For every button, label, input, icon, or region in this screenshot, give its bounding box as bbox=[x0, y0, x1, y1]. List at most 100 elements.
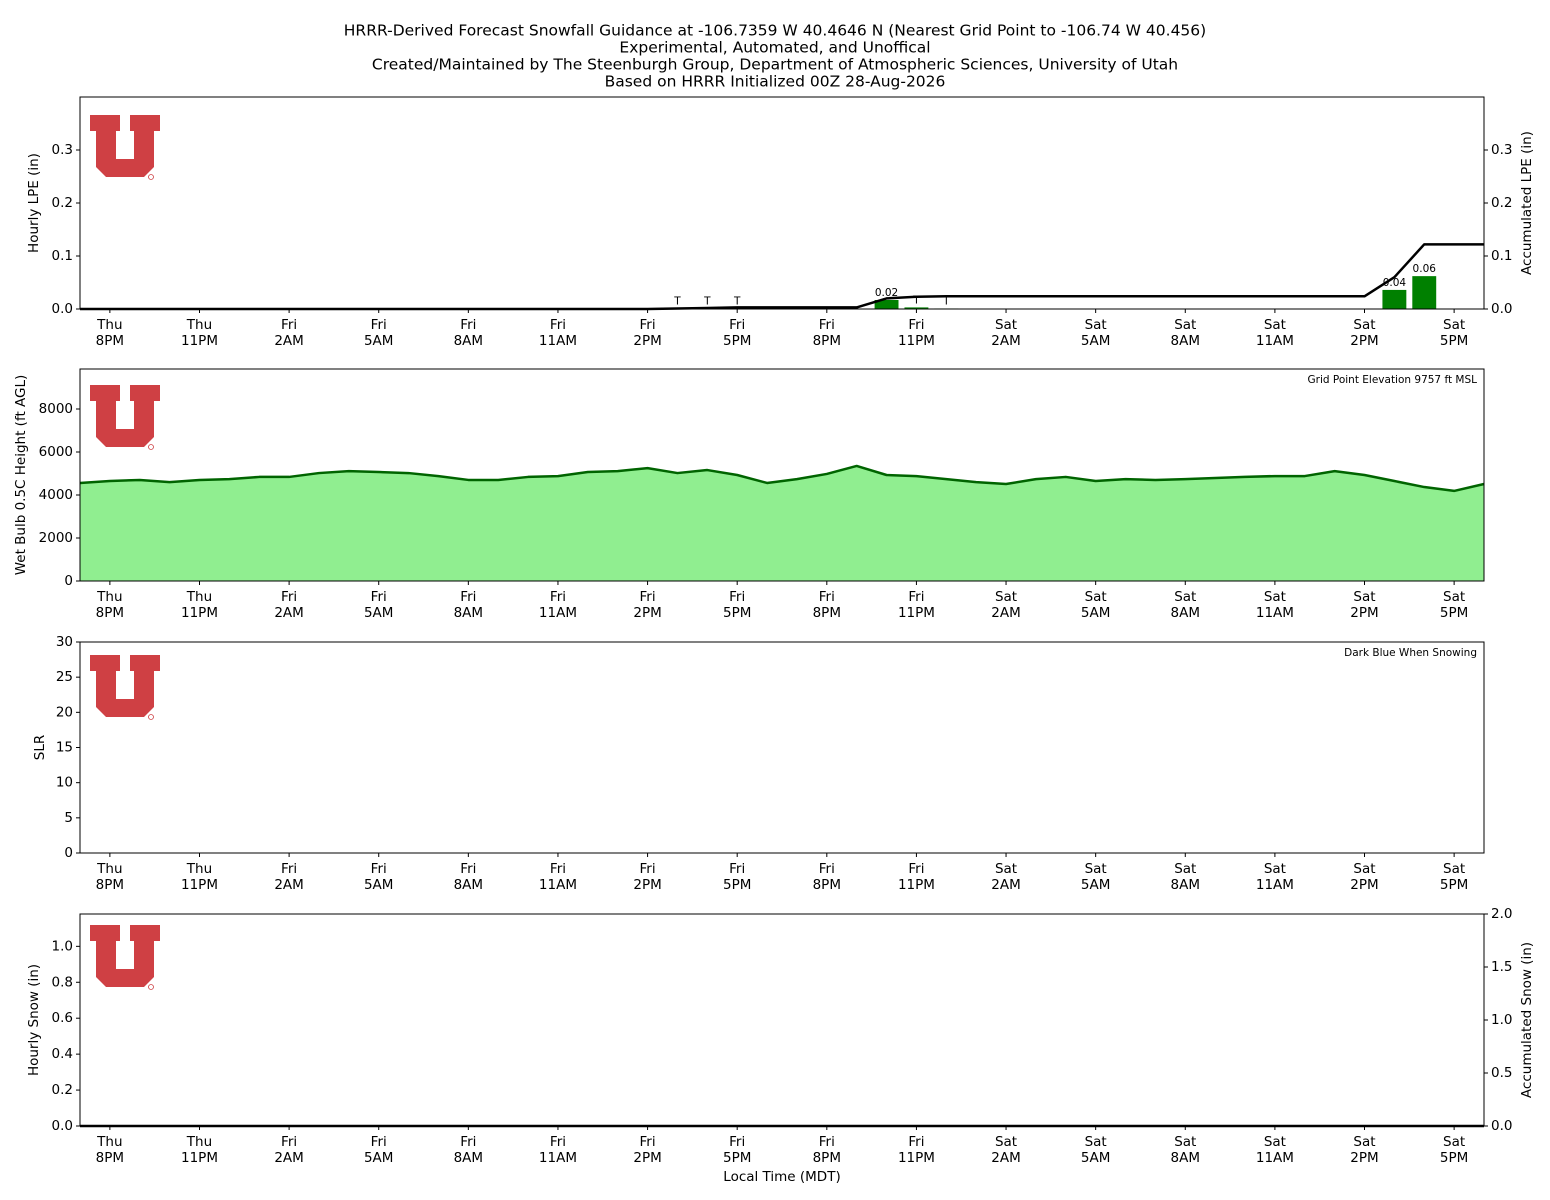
x-tick-label: Sat 2PM bbox=[1350, 589, 1379, 621]
x-tick-label: Fri 5PM bbox=[722, 861, 752, 893]
chart-title: Created/Maintained by The Steenburgh Gro… bbox=[372, 56, 1178, 74]
x-tick-label: Sat 2AM bbox=[991, 861, 1021, 893]
x-axis-label: Local Time (MDT) bbox=[723, 1169, 840, 1185]
x-tick-label: Fri 2PM bbox=[633, 861, 662, 893]
y-tick-label: 1.0 bbox=[52, 938, 73, 954]
x-tick-label: Sat 11AM bbox=[1255, 1134, 1294, 1166]
line bbox=[80, 243, 1484, 311]
y-tick-label: 6000 bbox=[39, 444, 73, 460]
annotation: Grid Point Elevation 9757 ft MSL bbox=[1308, 374, 1478, 386]
logo bbox=[90, 385, 160, 450]
x-tick-label: Sat 11AM bbox=[1255, 861, 1294, 893]
x-tick-label: Fri 8AM bbox=[453, 861, 484, 893]
x-tick-label: Fri 2AM bbox=[274, 1134, 304, 1166]
x-tick-label: Sat 5AM bbox=[1080, 589, 1111, 621]
x-tick-label: Sat 8AM bbox=[1170, 317, 1200, 349]
x-tick-label: Fri 2PM bbox=[633, 589, 662, 621]
x-tick-label: Sat 2PM bbox=[1350, 861, 1379, 893]
x-tick-label: Sat 2AM bbox=[991, 589, 1021, 621]
x-tick-label: Sat 5PM bbox=[1439, 317, 1469, 349]
x-tick-label: Fri 11AM bbox=[538, 1134, 577, 1166]
x-tick-label: Thu 11PM bbox=[181, 589, 218, 621]
x-tick-label: Thu 8PM bbox=[95, 861, 125, 893]
x-tick-label: Fri 2AM bbox=[274, 861, 304, 893]
data-label: T bbox=[673, 295, 681, 307]
x-tick-label: Sat 5AM bbox=[1080, 861, 1111, 893]
y-axis-label: Wet Bulb 0.5C Height (ft AGL) bbox=[13, 375, 29, 576]
plot-frame bbox=[79, 641, 1485, 854]
bar bbox=[1382, 289, 1407, 309]
x-tick-label: Fri 2PM bbox=[633, 1134, 662, 1166]
x-tick-label: Fri 2AM bbox=[274, 317, 304, 349]
y2-tick-label: 0.2 bbox=[1491, 195, 1512, 211]
logo bbox=[90, 655, 160, 720]
y-tick-label: 0.4 bbox=[52, 1046, 73, 1062]
data-label: 0.06 bbox=[1413, 263, 1437, 275]
y-tick-label: 0.6 bbox=[52, 1010, 73, 1026]
y-tick-label: 0 bbox=[64, 573, 73, 589]
x-tick-label: Thu 11PM bbox=[181, 861, 218, 893]
data-label: T bbox=[942, 295, 950, 307]
y-axis-label: Hourly Snow (in) bbox=[26, 964, 42, 1076]
bar bbox=[1412, 276, 1437, 309]
y-tick-label: 30 bbox=[56, 634, 73, 650]
chart-title: Based on HRRR Initialized 00Z 28-Aug-202… bbox=[605, 73, 946, 91]
x-tick-label: Fri 11PM bbox=[897, 589, 935, 621]
y2-axis-label: Accumulated LPE (in) bbox=[1519, 131, 1535, 275]
logo bbox=[90, 925, 160, 990]
y2-tick-label: 0.5 bbox=[1491, 1065, 1512, 1081]
x-tick-label: Fri 11AM bbox=[538, 317, 577, 349]
x-tick-label: Fri 11PM bbox=[897, 861, 935, 893]
plot-frame bbox=[79, 913, 1485, 1127]
y-tick-label: 25 bbox=[56, 669, 73, 685]
y2-tick-label: 1.0 bbox=[1491, 1012, 1512, 1028]
x-tick-label: Fri 5AM bbox=[363, 861, 394, 893]
x-tick-label: Thu 11PM bbox=[181, 1134, 218, 1166]
y2-tick-label: 2.0 bbox=[1491, 906, 1512, 922]
y-tick-label: 0.3 bbox=[52, 142, 73, 158]
x-tick-label: Thu 11PM bbox=[181, 317, 218, 349]
y-axis-label: Hourly LPE (in) bbox=[26, 153, 42, 253]
x-tick-label: Fri 8PM bbox=[812, 589, 841, 621]
x-tick-label: Sat 2PM bbox=[1350, 1134, 1379, 1166]
bar bbox=[874, 299, 899, 309]
x-tick-label: Thu 8PM bbox=[95, 589, 125, 621]
y-tick-label: 0.2 bbox=[52, 195, 73, 211]
x-tick-label: Thu 8PM bbox=[95, 317, 125, 349]
chart-title: Experimental, Automated, and Unoffical bbox=[619, 39, 930, 57]
chart-title: HRRR-Derived Forecast Snowfall Guidance … bbox=[344, 22, 1206, 40]
x-tick-label: Sat 2PM bbox=[1350, 317, 1379, 349]
y-tick-label: 4000 bbox=[39, 487, 73, 503]
y2-axis-label: Accumulated Snow (in) bbox=[1519, 942, 1535, 1098]
x-tick-label: Fri 5AM bbox=[363, 589, 394, 621]
x-tick-label: Fri 5PM bbox=[722, 317, 752, 349]
y-tick-label: 0.8 bbox=[52, 974, 73, 990]
data-label: T bbox=[912, 294, 920, 306]
x-tick-label: Sat 8AM bbox=[1170, 861, 1200, 893]
bar bbox=[904, 307, 929, 309]
x-tick-label: Fri 8AM bbox=[453, 317, 484, 349]
y-axis-label: SLR bbox=[32, 735, 48, 760]
annotation: Dark Blue When Snowing bbox=[1344, 647, 1477, 659]
plot-frame bbox=[79, 96, 1485, 310]
y2-tick-label: 0.0 bbox=[1491, 301, 1512, 317]
x-tick-label: Fri 11PM bbox=[897, 1134, 935, 1166]
logo bbox=[90, 115, 160, 180]
x-tick-label: Fri 8AM bbox=[453, 1134, 484, 1166]
x-tick-label: Fri 11PM bbox=[897, 317, 935, 349]
x-tick-label: Sat 5PM bbox=[1439, 589, 1469, 621]
y-tick-label: 20 bbox=[56, 704, 73, 720]
x-tick-label: Fri 2AM bbox=[274, 589, 304, 621]
y-tick-label: 0 bbox=[64, 845, 73, 861]
y-tick-label: 10 bbox=[56, 775, 73, 791]
x-tick-label: Fri 8PM bbox=[812, 317, 841, 349]
x-tick-label: Sat 11AM bbox=[1255, 589, 1294, 621]
y-tick-label: 0.0 bbox=[52, 1118, 73, 1134]
x-tick-label: Thu 8PM bbox=[95, 1134, 125, 1166]
area bbox=[80, 465, 1484, 581]
x-tick-label: Fri 5AM bbox=[363, 317, 394, 349]
x-tick-label: Sat 8AM bbox=[1170, 589, 1200, 621]
y2-tick-label: 1.5 bbox=[1491, 959, 1512, 975]
y-tick-label: 0.1 bbox=[52, 248, 73, 264]
